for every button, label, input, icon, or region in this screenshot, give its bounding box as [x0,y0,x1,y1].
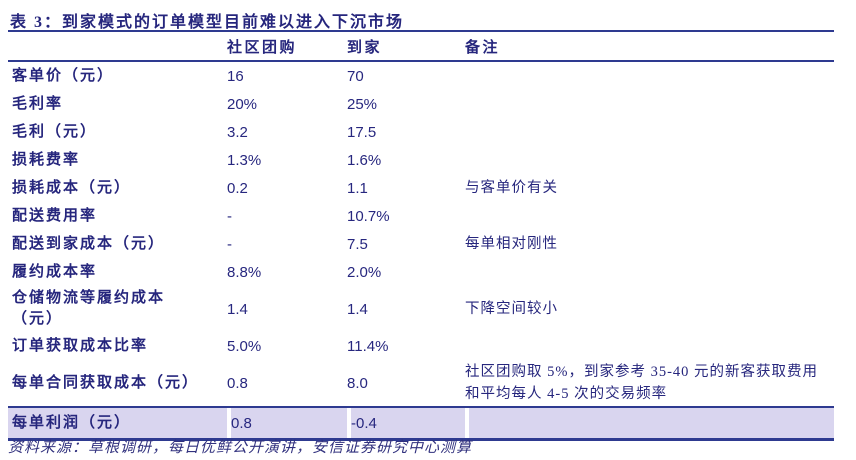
table-row: 履约成本率 8.8% 2.0% [8,258,834,286]
value-community-group-buy: 3.2 [227,123,248,141]
order-model-table: 社区团购 到家 备注 客单价（元） 16 70 毛利率 20% 25% 毛利（元） 3.2 17… [8,30,834,441]
row-label: 每单合同获取成本（元） [12,374,200,391]
row-note: 社区团购取 5%，到家参考 35-40 元的新客获取费用和平均每人 4-5 次的… [465,364,819,402]
table-header-row: 社区团购 到家 备注 [8,32,834,60]
row-note [465,408,834,438]
row-note: 下降空间较小 [465,301,558,317]
value-community-group-buy: 1.3% [227,151,262,169]
table-row: 仓储物流等履约成本 （元） 1.4 1.4 下降空间较小 [8,286,834,332]
table-row: 每单合同获取成本（元） 0.8 8.0 社区团购取 5%，到家参考 35-40 元的新… [8,360,834,406]
value-home-delivery: -0.4 [347,408,465,438]
table-row: 损耗成本（元） 0.2 1.1 与客单价有关 [8,174,834,202]
value-home-delivery: 8.0 [347,374,368,392]
table-bottom-rule [8,438,834,441]
row-note [465,258,834,286]
value-community-group-buy: - [227,235,232,253]
row-note [465,332,834,360]
row-note [465,90,834,118]
value-home-delivery: 1.6% [347,151,382,169]
row-label: 每单利润（元） [8,408,227,438]
table-row: 毛利（元） 3.2 17.5 [8,118,834,146]
value-community-group-buy: 0.8 [227,374,248,392]
row-label: 损耗成本（元） [12,179,132,196]
value-home-delivery: 1.4 [347,300,368,318]
source-note: 资料来源：草根调研，每日优鲜公开演讲，安信证券研究中心测算 [8,440,473,456]
title-underline [8,30,834,32]
value-home-delivery: 70 [347,67,364,85]
table-row: 配送到家成本（元） - 7.5 每单相对刚性 [8,230,834,258]
header-home-delivery: 到家 [347,39,383,56]
row-label: 订单获取成本比率 [12,337,149,354]
row-label: 配送到家成本（元） [12,235,166,252]
header-notes: 备注 [465,39,501,56]
row-note [465,118,834,146]
value-community-group-buy: 1.4 [227,300,248,318]
table-title: 表 3：到家模式的订单模型目前难以进入下沉市场 [10,14,405,31]
value-community-group-buy: - [227,207,232,225]
table-row: 订单获取成本比率 5.0% 11.4% [8,332,834,360]
row-note [465,62,834,90]
header-community-group-buy: 社区团购 [227,39,298,56]
row-label: 仓储物流等履约成本 （元） [12,290,166,327]
value-community-group-buy: 16 [227,67,244,85]
value-community-group-buy: 20% [227,95,258,113]
row-label: 毛利（元） [12,123,98,140]
value-community-group-buy: 5.0% [227,337,262,355]
table-row: 毛利率 20% 25% [8,90,834,118]
value-home-delivery: 7.5 [347,235,368,253]
header-underline [8,60,834,62]
row-label: 履约成本率 [12,263,98,280]
table-row: 客单价（元） 16 70 [8,62,834,90]
value-community-group-buy: 0.2 [227,179,248,197]
value-home-delivery: 1.1 [347,179,368,197]
row-note [465,202,834,230]
table-row: 每单利润（元） 0.8 -0.4 [8,406,834,438]
value-community-group-buy: 8.8% [227,263,262,281]
row-label: 配送费用率 [12,207,98,224]
value-community-group-buy: 0.8 [227,408,347,438]
row-label: 毛利率 [12,95,64,112]
value-home-delivery: 25% [347,95,378,113]
row-note: 与客单价有关 [465,180,558,196]
row-label: 损耗费率 [12,151,81,168]
value-home-delivery: 17.5 [347,123,377,141]
row-note: 每单相对刚性 [465,236,558,252]
value-home-delivery: 11.4% [347,337,389,355]
table-row: 配送费用率 - 10.7% [8,202,834,230]
row-label: 客单价（元） [12,67,115,84]
table-row: 损耗费率 1.3% 1.6% [8,146,834,174]
table-body: 客单价（元） 16 70 毛利率 20% 25% 毛利（元） 3.2 17.5 损耗费率 1.3% 1… [8,62,834,438]
value-home-delivery: 10.7% [347,207,390,225]
value-home-delivery: 2.0% [347,263,382,281]
row-note [465,146,834,174]
